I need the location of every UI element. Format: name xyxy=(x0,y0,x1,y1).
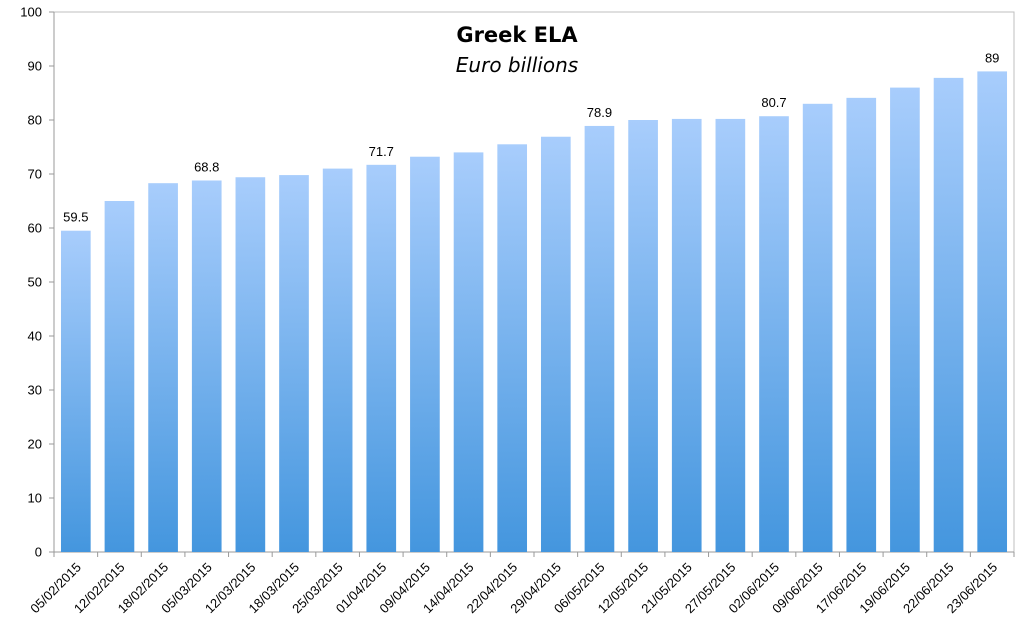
bar xyxy=(584,125,615,552)
bar xyxy=(759,116,789,552)
bar xyxy=(366,164,397,552)
y-tick-label: 20 xyxy=(28,437,42,452)
y-tick-label: 60 xyxy=(28,221,42,236)
bar xyxy=(715,118,746,553)
bar xyxy=(671,118,702,553)
bar xyxy=(322,168,353,552)
bar xyxy=(628,120,658,552)
y-tick-label: 70 xyxy=(28,167,42,182)
x-axis-ticks: 05/02/201512/02/201518/02/201505/03/2015… xyxy=(27,552,1015,616)
data-label: 68.8 xyxy=(194,159,219,174)
bar xyxy=(890,87,920,552)
bar xyxy=(846,97,877,553)
bar xyxy=(453,152,484,552)
y-tick-label: 40 xyxy=(28,329,42,344)
bar xyxy=(279,175,309,552)
data-label: 71.7 xyxy=(369,144,394,159)
data-label: 89 xyxy=(985,50,999,65)
chart-subtitle: Euro billions xyxy=(456,53,578,77)
bar xyxy=(410,156,440,552)
bar xyxy=(104,201,135,552)
bar xyxy=(148,183,178,552)
y-tick-label: 100 xyxy=(20,5,42,20)
y-tick-label: 0 xyxy=(35,545,42,560)
bar xyxy=(933,77,964,552)
bar xyxy=(60,230,91,552)
y-tick-label: 30 xyxy=(28,383,42,398)
data-label: 80.7 xyxy=(761,95,786,110)
bar xyxy=(497,144,528,553)
chart-title: Greek ELA xyxy=(456,23,578,47)
y-tick-label: 50 xyxy=(28,275,42,290)
bar xyxy=(191,180,222,553)
bar-series xyxy=(60,71,1008,553)
y-tick-label: 90 xyxy=(28,59,42,74)
bar xyxy=(802,103,833,553)
data-labels: 59.5 68.8 71.7 78.9 80.7 89 xyxy=(63,50,999,224)
data-label: 59.5 xyxy=(63,210,88,225)
bar xyxy=(540,136,571,553)
data-label: 78.9 xyxy=(587,105,612,120)
y-tick-label: 10 xyxy=(28,491,42,506)
y-tick-label: 80 xyxy=(28,113,42,128)
bar xyxy=(235,177,266,553)
bar xyxy=(977,71,1008,553)
y-axis-ticks: 0 10 20 30 40 50 60 70 80 90 100 xyxy=(20,5,54,560)
